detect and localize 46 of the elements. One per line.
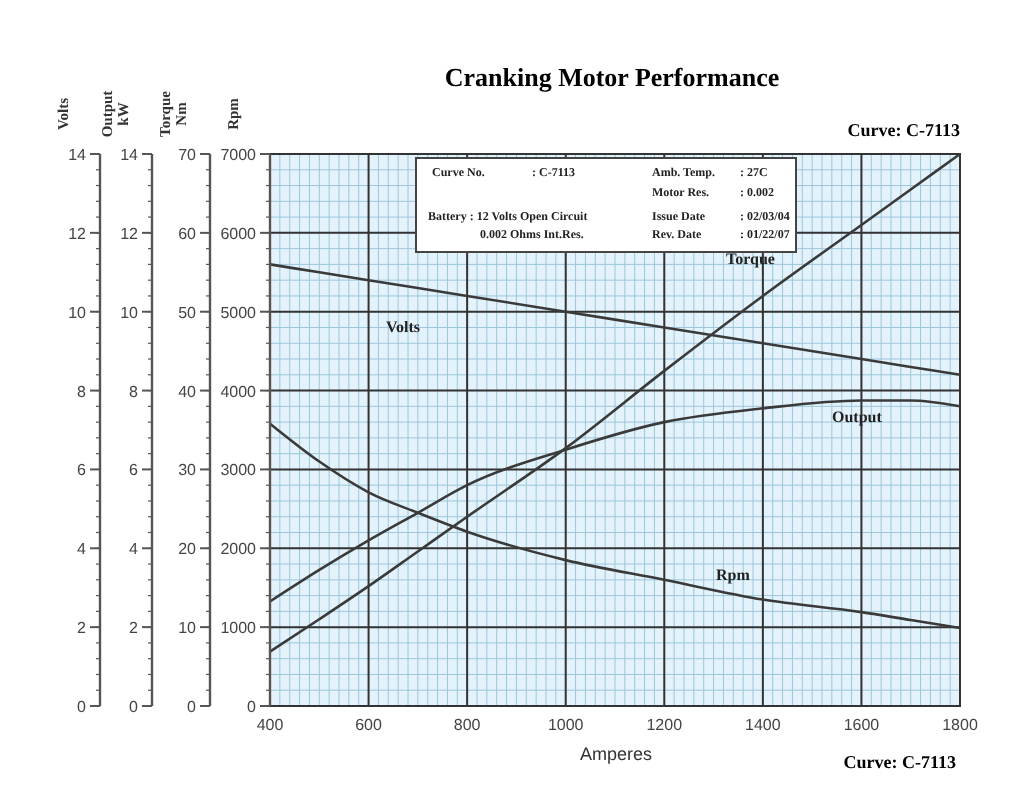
y2-tick-label: 30 xyxy=(178,461,198,480)
x-tick-label: 1400 xyxy=(745,716,782,734)
y2-tick-label: 70 xyxy=(178,146,198,164)
text: 12 xyxy=(68,224,88,243)
text: 10 xyxy=(68,303,88,322)
y3-tick-label: 4 xyxy=(129,540,140,559)
text: 8 xyxy=(77,382,88,401)
y2-tick-label: 50 xyxy=(178,303,198,322)
y3-tick-label: 12 xyxy=(120,224,140,243)
y3-tick-label: 6 xyxy=(129,461,140,480)
y-tick-label: 0 xyxy=(247,698,258,716)
y3-tick-label: 0 xyxy=(129,698,140,716)
y2-tick-label: 60 xyxy=(178,224,198,243)
y-tick-label: 6000 xyxy=(220,224,258,243)
x-tick-label: 1200 xyxy=(646,716,684,734)
text: 14 xyxy=(68,146,88,164)
x-tick-label: 400 xyxy=(256,716,285,734)
x-tick-label: 800 xyxy=(453,716,482,734)
y2-tick-label: 0 xyxy=(187,698,198,716)
x-tick-label: 1800 xyxy=(942,716,979,734)
text: Curve: C-7113 xyxy=(847,120,961,140)
y-tick-label: 5000 xyxy=(220,303,258,322)
chart-title: Cranking Motor Performance xyxy=(444,62,780,92)
y-tick-label: 2000 xyxy=(220,540,258,559)
x-tick-label: 600 xyxy=(355,716,384,734)
y3-tick-label: 14 xyxy=(120,146,140,164)
y-tick-label: 7000 xyxy=(220,146,258,164)
y3-tick-label: 10 xyxy=(120,303,140,322)
series-label: Rpm xyxy=(716,566,751,584)
y2-tick-label: 10 xyxy=(178,619,198,638)
y3-tick-label: 8 xyxy=(129,382,140,401)
y-tick-label: 3000 xyxy=(220,461,258,480)
text: 6 xyxy=(77,461,88,480)
text: 2 xyxy=(77,619,88,638)
y2-tick-label: 40 xyxy=(178,382,198,401)
x-tick-label: 1000 xyxy=(547,716,585,734)
y-tick-label: 4000 xyxy=(220,382,258,401)
text: Curve: C-7113 xyxy=(843,752,957,772)
text: 4 xyxy=(77,540,88,559)
x-tick-label: 1600 xyxy=(843,716,881,734)
y2-tick-label: 20 xyxy=(178,540,198,559)
y3-tick-label: 2 xyxy=(129,619,140,638)
text: 0 xyxy=(77,698,88,716)
y-tick-label: 1000 xyxy=(220,619,258,638)
x-axis-title: Amperes xyxy=(579,744,654,764)
series-label: Volts xyxy=(386,318,421,336)
